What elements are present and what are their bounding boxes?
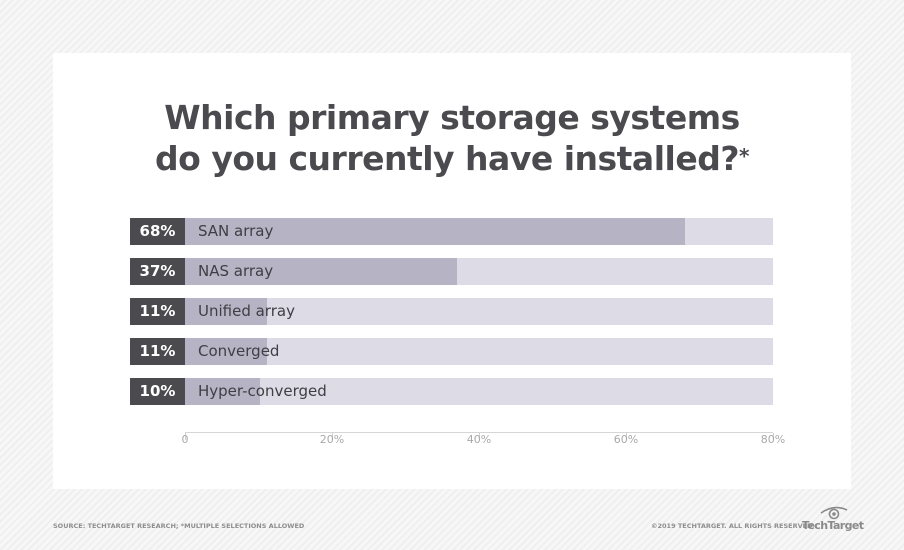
bar-track: Unified array	[185, 298, 773, 325]
bar-value-label: 37%	[130, 258, 185, 285]
bar-row: 37% NAS array	[130, 258, 773, 285]
logo-text: TechTarget	[802, 519, 864, 532]
x-axis-tick	[479, 433, 480, 440]
chart-panel: Which primary storage systems do you cur…	[53, 53, 851, 489]
bar-fill	[185, 218, 685, 245]
x-tick-label: 20%	[319, 433, 345, 446]
techtarget-logo: TechTarget	[802, 506, 864, 534]
x-axis-tick	[332, 433, 333, 440]
bar-category-label: Hyper-converged	[198, 382, 327, 400]
x-axis-line	[185, 432, 773, 433]
x-tick-label: 40%	[466, 433, 492, 446]
x-axis-tick	[185, 433, 186, 440]
x-axis-tick	[773, 433, 774, 440]
bar-track: Hyper-converged	[185, 378, 773, 405]
bar-row: 10% Hyper-converged	[130, 378, 773, 405]
bar-category-label: SAN array	[198, 222, 274, 240]
title-line-2: do you currently have installed?*	[53, 138, 851, 179]
bar-track: SAN array	[185, 218, 773, 245]
bar-row: 68% SAN array	[130, 218, 773, 245]
bar-row: 11% Unified array	[130, 298, 773, 325]
x-tick-label: 0	[181, 433, 189, 446]
x-axis-tick	[626, 433, 627, 440]
bar-value-label: 10%	[130, 378, 185, 405]
bar-fill	[185, 298, 267, 325]
bar-fill	[185, 258, 457, 285]
bar-value-label: 68%	[130, 218, 185, 245]
title-line-1: Which primary storage systems	[164, 98, 740, 137]
title-line-2-text: do you currently have installed?	[155, 139, 739, 178]
bar-value-label: 11%	[130, 298, 185, 325]
copyright-note: ©2019 TECHTARGET. ALL RIGHTS RESERVED	[651, 522, 813, 530]
bar-value-label: 11%	[130, 338, 185, 365]
bar-track: NAS array	[185, 258, 773, 285]
x-tick-label: 60%	[613, 433, 639, 446]
bar-fill	[185, 378, 260, 405]
eye-icon	[820, 506, 848, 520]
source-note: SOURCE: TECHTARGET RESEARCH; *MULTIPLE S…	[53, 522, 305, 530]
bar-fill	[185, 338, 267, 365]
bar-category-label: Unified array	[198, 302, 295, 320]
title-asterisk: *	[738, 144, 749, 168]
bar-track: Converged	[185, 338, 773, 365]
chart-title: Which primary storage systems do you cur…	[53, 97, 851, 179]
bar-row: 11% Converged	[130, 338, 773, 365]
bar-category-label: NAS array	[198, 262, 274, 280]
bar-category-label: Converged	[198, 342, 280, 360]
x-tick-label: 80%	[760, 433, 786, 446]
